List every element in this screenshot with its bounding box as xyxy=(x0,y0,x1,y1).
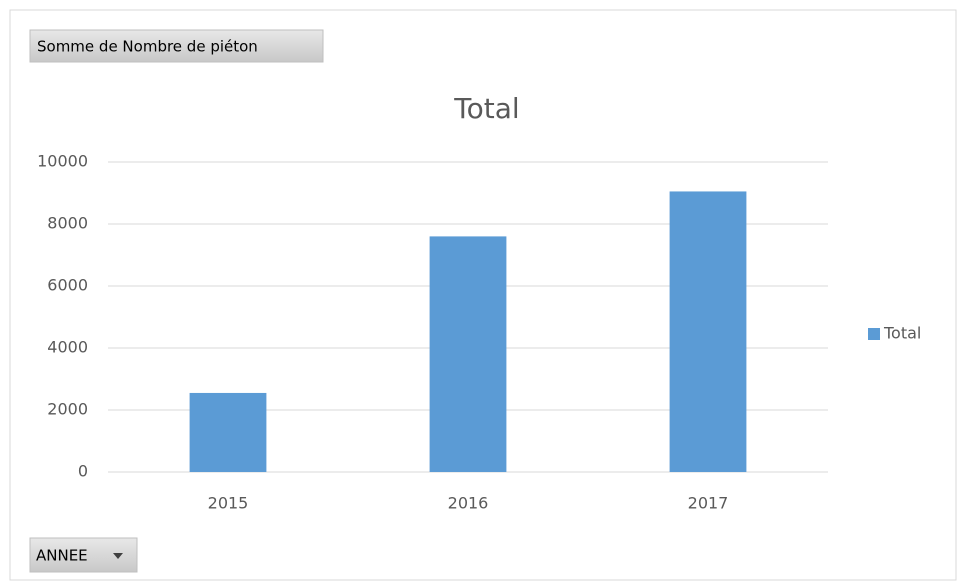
bar xyxy=(189,392,267,472)
y-tick-label: 0 xyxy=(78,462,88,481)
y-tick-label: 10000 xyxy=(37,152,88,171)
dropdown-arrow xyxy=(113,553,123,559)
x-tick-label: 2016 xyxy=(448,494,489,513)
button-background xyxy=(29,29,324,63)
value-field-button[interactable]: Somme de Nombre de piéton xyxy=(29,29,324,63)
x-tick-label: 2015 xyxy=(208,494,249,513)
legend-label: Total xyxy=(883,324,921,343)
bar xyxy=(429,236,507,472)
bar xyxy=(669,191,747,472)
y-tick-label: 4000 xyxy=(47,338,88,357)
button-label: ANNEE xyxy=(36,547,88,565)
x-tick-label: 2017 xyxy=(688,494,729,513)
y-tick-label: 6000 xyxy=(47,276,88,295)
legend-swatch xyxy=(868,328,880,340)
axis-field-button[interactable]: ANNEE xyxy=(29,537,138,573)
y-tick-label: 2000 xyxy=(47,400,88,419)
button-label: Somme de Nombre de piéton xyxy=(37,38,258,56)
chart-title: Total xyxy=(453,92,519,125)
y-tick-label: 8000 xyxy=(47,214,88,233)
